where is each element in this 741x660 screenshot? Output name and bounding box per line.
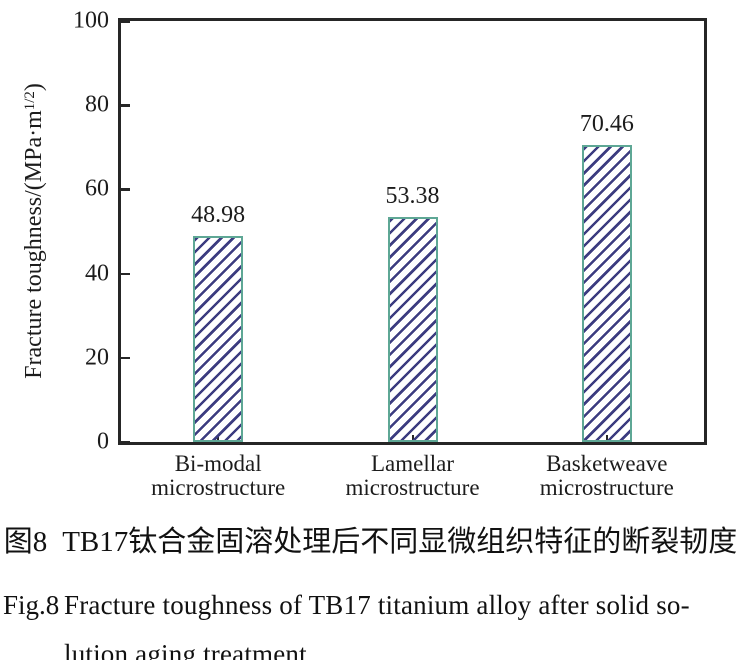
y-axis-title: Fracture toughness/(MPa·m1/2) — [21, 83, 47, 379]
x-category-label-line: microstructure — [539, 475, 674, 500]
y-tick-label: 20 — [85, 344, 109, 371]
caption-english: Fig.8 Fracture toughness of TB17 titaniu… — [3, 581, 739, 660]
bar-value-label: 70.46 — [579, 111, 634, 138]
x-category-label: Bi-modal microstructure — [108, 452, 328, 500]
y-axis-tick — [121, 20, 130, 23]
caption-en-line1: Fracture toughness of TB17 titanium allo… — [64, 590, 690, 620]
y-axis-title-close: ) — [21, 83, 47, 92]
y-axis-title-text: Fracture toughness/(MPa·m — [21, 110, 47, 379]
y-axis-tick — [121, 356, 130, 360]
y-tick-label: 100 — [73, 7, 109, 34]
bar-value-label: 48.98 — [191, 201, 246, 228]
caption-en-text: Fracture toughness of TB17 titanium allo… — [64, 581, 739, 660]
y-axis-tick — [121, 272, 130, 276]
caption-en-label: Fig.8 — [3, 590, 60, 620]
x-category-label: Lamellar microstructure — [303, 452, 523, 500]
y-tick-label: 0 — [97, 428, 109, 455]
bar-value-label: 53.38 — [385, 183, 440, 210]
bar-0 — [193, 235, 244, 442]
bar-2 — [581, 145, 632, 442]
y-tick-label: 60 — [85, 175, 109, 202]
caption-en-line2: lution aging treatment — [64, 639, 307, 660]
caption-chinese: 图8 TB17钛合金固溶处理后不同显微组织特征的断裂韧度 — [0, 523, 741, 561]
y-tick-label: 80 — [85, 91, 109, 118]
y-axis-tick — [121, 104, 130, 107]
caption-zh-label: 图8 — [3, 526, 48, 558]
x-category-label-line: Lamellar — [370, 451, 454, 476]
x-category-label: Basketweave microstructure — [497, 452, 717, 500]
caption-zh-text: TB17钛合金固溶处理后不同显微组织特征的断裂韧度 — [62, 526, 738, 558]
y-axis-title-superscript: 1/2 — [22, 91, 38, 111]
y-axis-tick — [121, 441, 130, 444]
y-axis-tick — [121, 188, 130, 191]
x-category-label-line: Basketweave — [546, 451, 668, 476]
plot-area: 0 20 40 60 80 100 48.98 53.38 70.46 — [73, 9, 707, 454]
x-category-label-line: microstructure — [151, 475, 286, 500]
x-category-label-line: Bi-modal — [174, 451, 262, 476]
y-tick-label: 40 — [85, 260, 109, 287]
bar-1 — [387, 217, 438, 442]
x-axis-labels: Bi-modal microstructure Lamellar microstruc… — [121, 452, 704, 504]
x-category-label-line: microstructure — [345, 475, 480, 500]
